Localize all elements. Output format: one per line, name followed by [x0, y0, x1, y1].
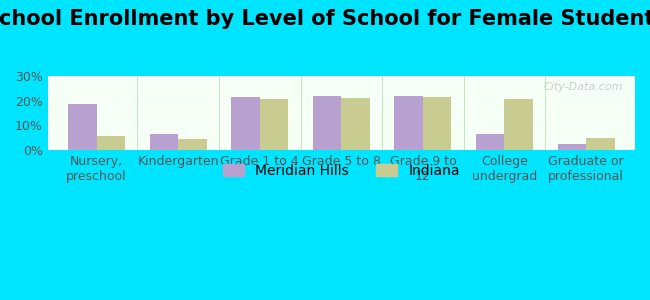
Bar — [68, 104, 97, 150]
Bar — [586, 138, 615, 150]
Bar — [504, 99, 533, 150]
Bar — [395, 96, 423, 150]
Text: School Enrollment by Level of School for Female Students: School Enrollment by Level of School for… — [0, 9, 650, 29]
Bar — [423, 97, 452, 150]
Bar — [231, 97, 260, 150]
Bar — [97, 136, 125, 150]
Text: City-Data.com: City-Data.com — [544, 82, 623, 92]
Bar — [558, 144, 586, 150]
Bar — [476, 134, 504, 150]
Bar — [178, 139, 207, 150]
Bar — [341, 98, 370, 150]
Bar — [313, 96, 341, 150]
Legend: Meridian Hills, Indiana: Meridian Hills, Indiana — [217, 158, 465, 184]
Bar — [260, 99, 289, 150]
Bar — [150, 134, 178, 150]
